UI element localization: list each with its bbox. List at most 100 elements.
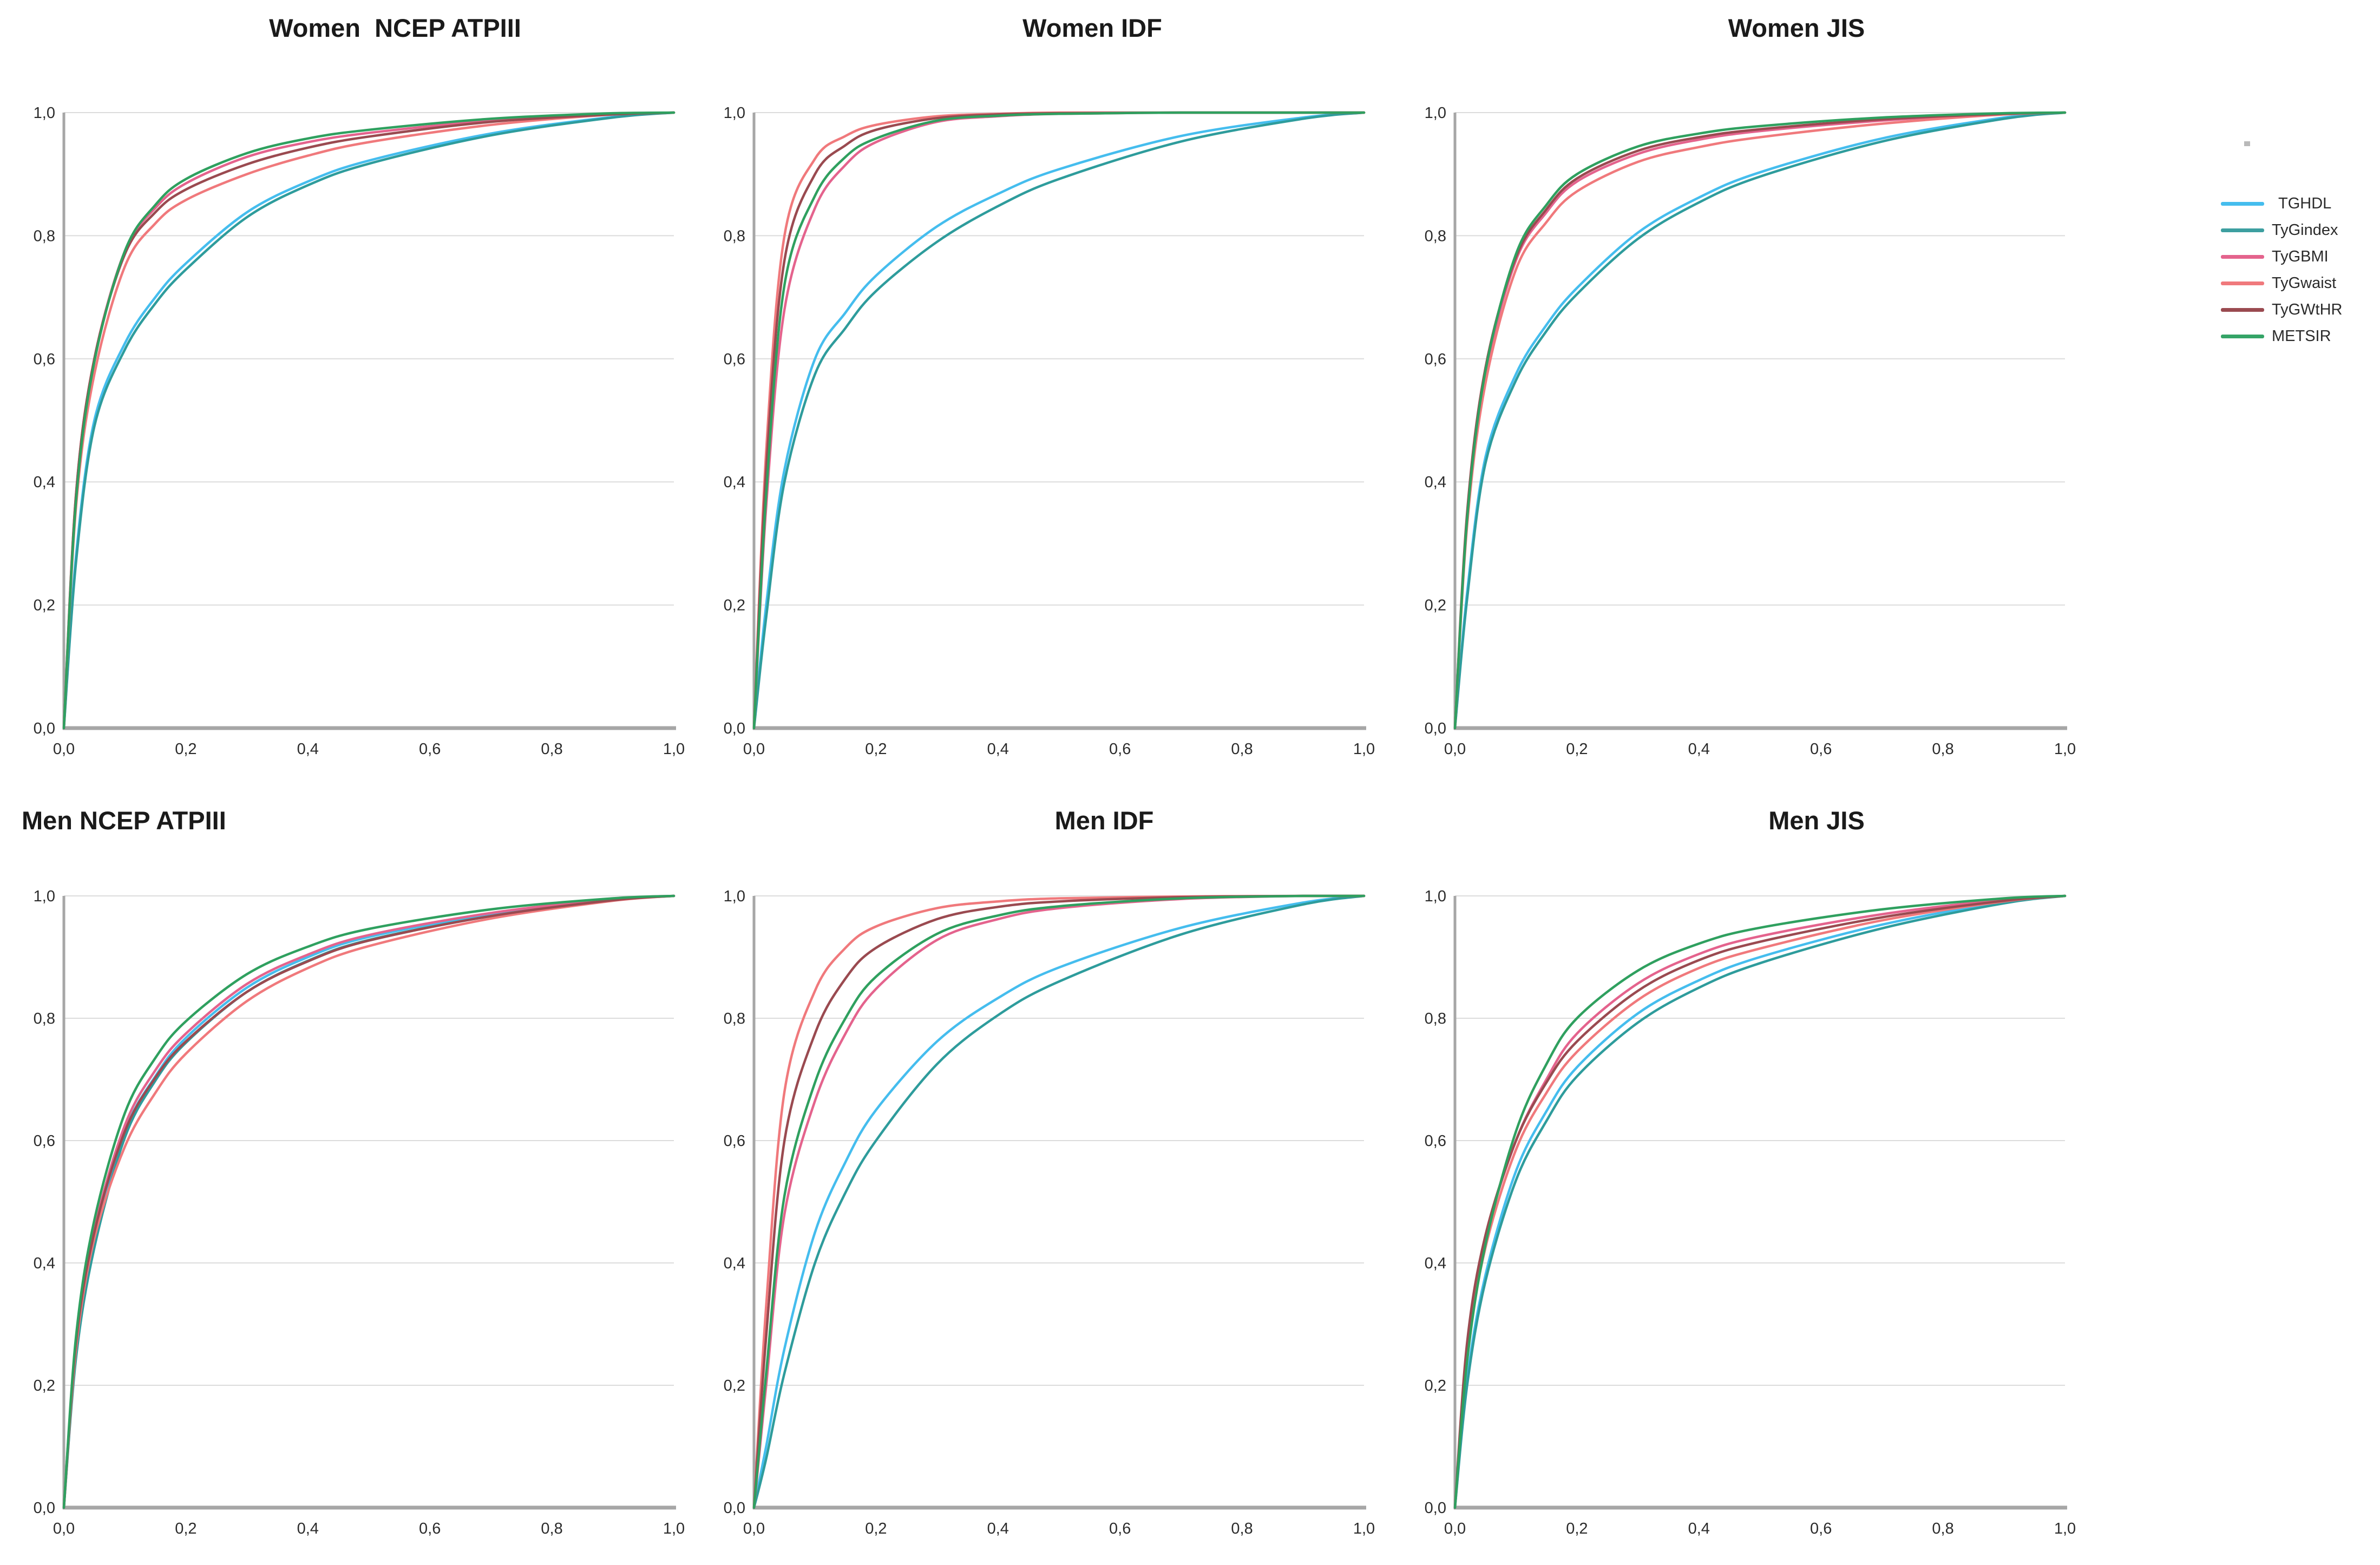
roc-plot-svg: 0,0 0,2 0,4 0,6 0,8 1,0 0,0 0,2 0,4 0,6 0,8 1,0 — [724, 888, 1375, 1537]
panel-title-men-idf: Men IDF — [1054, 806, 1154, 835]
legend-line-swatch-tygwaist — [2221, 281, 2264, 285]
roc-curve-tygwthr — [62, 894, 676, 1509]
roc-plot-men-ncep-atpiii: 0,0 0,2 0,4 0,6 0,8 1,0 0,0 0,2 0,4 0,6 0,8 1,0 — [12, 872, 716, 1551]
roc-curve-tygwthr — [1453, 894, 2067, 1509]
x-tick-label: 0,8 — [1231, 741, 1253, 758]
legend-line-swatch-tygbmi — [2221, 255, 2264, 259]
y-tick-label: 0,8 — [34, 227, 55, 245]
legend-item-label: TGHDL — [2278, 195, 2332, 212]
panel-title-women-idf: Women IDF — [1022, 14, 1162, 42]
roc-curve-tygindex — [1453, 111, 2067, 730]
x-tick-label: 0,2 — [865, 1520, 887, 1537]
legend-line-swatch-tygindex — [2221, 228, 2264, 232]
x-tick-label: 0,8 — [541, 1520, 562, 1537]
roc-curve-metsir — [1453, 111, 2067, 730]
roc-curve-tygwaist — [752, 111, 1366, 730]
x-tick-label: 0,8 — [1231, 1520, 1253, 1537]
x-tick-label: 0,6 — [419, 741, 441, 758]
roc-plot-men-jis: 0,0 0,2 0,4 0,6 0,8 1,0 0,0 0,2 0,4 0,6 0,8 1,0 — [1404, 872, 2107, 1551]
x-tick-label: 0,6 — [1109, 1520, 1131, 1537]
legend-item-tghdl: TGHDL — [2221, 191, 2343, 217]
y-tick-label: 0,4 — [34, 1255, 55, 1272]
x-tick-label: 0,6 — [1810, 1520, 1832, 1537]
x-tick-label: 0,0 — [1444, 741, 1466, 758]
roc-curve-tygwaist — [62, 894, 676, 1509]
roc-curve-tygbmi — [752, 894, 1366, 1509]
y-tick-label: 0,0 — [724, 1499, 745, 1517]
y-tick-label: 1,0 — [34, 104, 55, 122]
x-tick-label: 0,4 — [297, 741, 319, 758]
roc-curve-tghdl — [1453, 894, 2067, 1509]
x-tick-label: 0,0 — [1444, 1520, 1466, 1537]
x-tick-label: 0,6 — [1810, 741, 1832, 758]
roc-plot-men-idf: 0,0 0,2 0,4 0,6 0,8 1,0 0,0 0,2 0,4 0,6 0,8 1,0 — [703, 872, 1406, 1551]
legend-item-tygwaist: TyGwaist — [2221, 270, 2343, 297]
x-tick-label: 0,8 — [1932, 1520, 1953, 1537]
x-tick-label: 0,0 — [743, 1520, 765, 1537]
roc-curve-tygindex — [1453, 894, 2067, 1509]
x-tick-label: 0,0 — [743, 741, 765, 758]
y-tick-label: 1,0 — [724, 104, 745, 122]
y-tick-label: 0,2 — [724, 597, 745, 614]
y-tick-label: 0,4 — [1425, 1255, 1446, 1272]
x-tick-label: 0,0 — [53, 1520, 75, 1537]
roc-curve-tygbmi — [752, 111, 1366, 730]
x-tick-label: 0,2 — [1566, 1520, 1588, 1537]
roc-plot-svg: 0,0 0,2 0,4 0,6 0,8 1,0 0,0 0,2 0,4 0,6 0,8 1,0 — [1425, 104, 2076, 758]
y-tick-label: 0,0 — [34, 1499, 55, 1517]
x-tick-label: 0,6 — [1109, 741, 1131, 758]
x-tick-label: 1,0 — [2054, 741, 2076, 758]
legend-item-label: TyGindex — [2272, 221, 2338, 239]
panel-title-women-ncep-atpiii: Women NCEP ATPIII — [269, 14, 521, 42]
y-tick-label: 0,4 — [724, 474, 745, 491]
x-tick-label: 1,0 — [663, 741, 685, 758]
roc-curve-tygindex — [752, 111, 1366, 730]
y-tick-label: 0,6 — [34, 1132, 55, 1150]
x-tick-label: 0,4 — [987, 741, 1009, 758]
y-tick-label: 0,6 — [34, 351, 55, 368]
roc-curve-tygwthr — [752, 894, 1366, 1509]
panel-title-women-jis: Women JIS — [1728, 14, 1865, 42]
roc-curve-metsir — [752, 894, 1366, 1509]
x-tick-label: 0,4 — [1688, 1520, 1710, 1537]
legend-item-tygwthr: TyGWtHR — [2221, 297, 2343, 323]
x-tick-label: 1,0 — [2054, 1520, 2076, 1537]
legend-item-metsir: METSIR — [2221, 323, 2343, 350]
y-tick-label: 0,2 — [724, 1377, 745, 1394]
y-tick-label: 0,2 — [1425, 597, 1446, 614]
y-tick-label: 0,6 — [1425, 351, 1446, 368]
y-tick-label: 0,8 — [1425, 1010, 1446, 1027]
roc-curve-metsir — [62, 111, 676, 730]
legend: TGHDL TyGindex TyGBMI TyGwaist TyGWtHR M… — [2221, 191, 2343, 350]
x-tick-label: 0,4 — [1688, 741, 1710, 758]
roc-curve-tygindex — [752, 894, 1366, 1509]
x-tick-label: 0,4 — [297, 1520, 319, 1537]
legend-item-label: TyGBMI — [2272, 248, 2329, 265]
y-tick-label: 0,2 — [34, 1377, 55, 1394]
panel-title-men-jis: Men JIS — [1768, 806, 1865, 835]
y-tick-label: 0,8 — [1425, 227, 1446, 245]
y-tick-label: 0,2 — [34, 597, 55, 614]
y-tick-label: 1,0 — [1425, 104, 1446, 122]
y-tick-label: 0,6 — [724, 351, 745, 368]
roc-curve-tygindex — [62, 111, 676, 730]
roc-curve-tghdl — [752, 894, 1366, 1509]
y-tick-label: 0,4 — [724, 1255, 745, 1272]
roc-curve-tygbmi — [1453, 894, 2067, 1509]
y-tick-label: 0,6 — [724, 1132, 745, 1150]
y-tick-label: 0,8 — [34, 1010, 55, 1027]
stray-mark — [2244, 141, 2250, 146]
roc-curve-tghdl — [62, 894, 676, 1509]
legend-item-tygbmi: TyGBMI — [2221, 244, 2343, 270]
y-tick-label: 0,4 — [1425, 474, 1446, 491]
roc-plot-svg: 0,0 0,2 0,4 0,6 0,8 1,0 0,0 0,2 0,4 0,6 0,8 1,0 — [1425, 888, 2076, 1537]
roc-curve-tygindex — [62, 894, 676, 1509]
legend-item-label: METSIR — [2272, 328, 2331, 345]
x-tick-label: 0,8 — [541, 741, 562, 758]
y-tick-label: 0,8 — [724, 227, 745, 245]
x-tick-label: 0,2 — [175, 741, 196, 758]
panel-title-men-ncep-atpiii: Men NCEP ATPIII — [22, 806, 226, 835]
legend-item-tygindex: TyGindex — [2221, 217, 2343, 244]
roc-plot-women-idf: 0,0 0,2 0,4 0,6 0,8 1,0 0,0 0,2 0,4 0,6 0,8 1,0 — [703, 88, 1406, 771]
